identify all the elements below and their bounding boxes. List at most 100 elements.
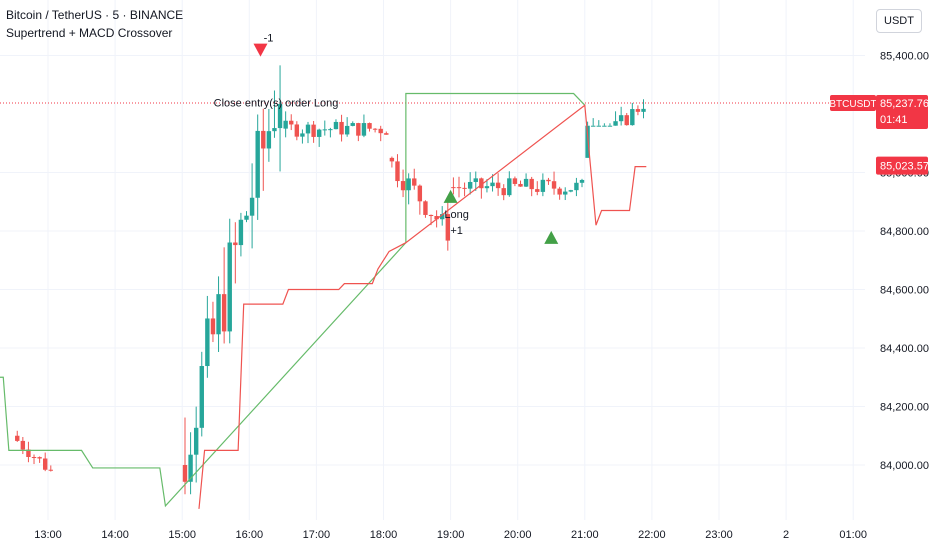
candle-body bbox=[339, 121, 344, 135]
supertrend-down-line bbox=[198, 104, 647, 509]
candle-body bbox=[501, 188, 506, 196]
candle-body bbox=[602, 125, 607, 127]
candle-body bbox=[188, 454, 193, 482]
candle-body bbox=[15, 435, 20, 441]
currency-selector[interactable]: USDT bbox=[876, 9, 922, 33]
candle-body bbox=[434, 216, 439, 220]
candle-body bbox=[316, 129, 322, 137]
annotation-label: -1 bbox=[264, 33, 274, 45]
supertrend-price-label: 85,023.57 bbox=[880, 161, 929, 173]
candle-body bbox=[412, 178, 417, 186]
candle-body bbox=[216, 294, 221, 335]
currency-label: USDT bbox=[884, 15, 914, 27]
candle-body bbox=[557, 188, 562, 195]
sell-signal-icon bbox=[253, 43, 268, 57]
x-tick-label: 18:00 bbox=[370, 529, 398, 541]
y-tick-label: 84,400.00 bbox=[880, 343, 929, 355]
candle-body bbox=[467, 181, 473, 189]
x-tick-label: 15:00 bbox=[168, 529, 196, 541]
x-tick-label: 13:00 bbox=[34, 529, 62, 541]
buy-signal-icon bbox=[443, 189, 458, 203]
x-tick-label: 19:00 bbox=[437, 529, 465, 541]
x-tick-label: 16:00 bbox=[236, 529, 264, 541]
candle-body bbox=[406, 178, 411, 191]
candle-body bbox=[428, 214, 434, 217]
candle-body bbox=[585, 125, 590, 158]
candle-body bbox=[31, 457, 37, 459]
symbol-price-tag bbox=[830, 94, 876, 111]
candle-body bbox=[20, 440, 26, 450]
candle-body bbox=[238, 219, 244, 246]
candle-body bbox=[233, 242, 238, 246]
candle-body bbox=[199, 366, 204, 428]
candle-body bbox=[356, 123, 361, 136]
candle-body bbox=[473, 178, 478, 182]
candle-body bbox=[512, 178, 518, 184]
x-tick-label: 22:00 bbox=[638, 529, 666, 541]
candle-body bbox=[26, 449, 31, 458]
candle-body bbox=[613, 121, 618, 126]
candle-body bbox=[249, 197, 255, 216]
candle-body bbox=[546, 179, 551, 182]
candle-body bbox=[311, 124, 316, 137]
candle-body bbox=[244, 215, 249, 220]
annotation-label: Close entry(s) order Long bbox=[214, 97, 339, 109]
candle-body bbox=[551, 181, 557, 189]
candle-body bbox=[495, 182, 501, 189]
candle-body bbox=[272, 128, 277, 132]
candle-body bbox=[456, 187, 462, 189]
symbol-title[interactable]: Bitcoin / TetherUS · 5 · BINANCE bbox=[6, 8, 184, 22]
candle-body bbox=[618, 115, 624, 122]
candle-body bbox=[372, 128, 378, 130]
candle-body bbox=[328, 129, 333, 131]
candle-body bbox=[641, 108, 646, 112]
annotation-label: Long bbox=[444, 209, 468, 221]
candle-body bbox=[568, 190, 574, 192]
candle-body bbox=[193, 427, 199, 455]
candle-body bbox=[261, 130, 266, 149]
annotation-label: +1 bbox=[450, 225, 463, 237]
candle-body bbox=[277, 104, 283, 129]
candle-body bbox=[37, 457, 42, 459]
candle-body bbox=[294, 124, 300, 137]
symbol-name-label: BTCUSDT bbox=[829, 99, 876, 110]
candle-body bbox=[227, 242, 232, 332]
candle-body bbox=[507, 178, 512, 196]
candle-body bbox=[305, 124, 311, 134]
current-price-tag bbox=[876, 94, 928, 129]
x-tick-label: 14:00 bbox=[101, 529, 129, 541]
x-tick-label: 20:00 bbox=[504, 529, 532, 541]
candle-body bbox=[596, 125, 601, 127]
y-tick-label: 84,600.00 bbox=[880, 285, 929, 297]
buy-signal-icon bbox=[544, 230, 559, 244]
candle-body bbox=[205, 318, 210, 367]
y-tick-label: 84,800.00 bbox=[880, 226, 929, 238]
candle-body bbox=[624, 115, 629, 126]
candle-body bbox=[529, 178, 534, 190]
x-tick-label: 23:00 bbox=[705, 529, 733, 541]
candle-body bbox=[540, 179, 546, 192]
candle-body bbox=[484, 186, 490, 189]
supertrend-price-tag bbox=[876, 156, 928, 175]
candle-body bbox=[384, 133, 389, 135]
candle-body bbox=[400, 181, 406, 191]
candle-body bbox=[417, 185, 423, 202]
current-price-label: 85,237.76 bbox=[880, 98, 929, 110]
candle-body bbox=[361, 123, 367, 136]
candle-body bbox=[43, 458, 48, 470]
candle-body bbox=[221, 294, 227, 332]
candle-body bbox=[462, 187, 467, 189]
x-tick-label: 01:00 bbox=[839, 529, 867, 541]
candle-body bbox=[523, 178, 529, 187]
candle-body bbox=[322, 129, 327, 131]
candle-body bbox=[266, 131, 272, 149]
candle-body bbox=[333, 121, 339, 130]
candle-body bbox=[48, 469, 53, 471]
candle-body bbox=[574, 182, 579, 191]
indicator-title[interactable]: Supertrend + MACD Crossover bbox=[6, 26, 173, 40]
candle-body bbox=[445, 214, 451, 241]
candle-body bbox=[490, 182, 495, 187]
y-tick-label: 84,200.00 bbox=[880, 402, 929, 414]
